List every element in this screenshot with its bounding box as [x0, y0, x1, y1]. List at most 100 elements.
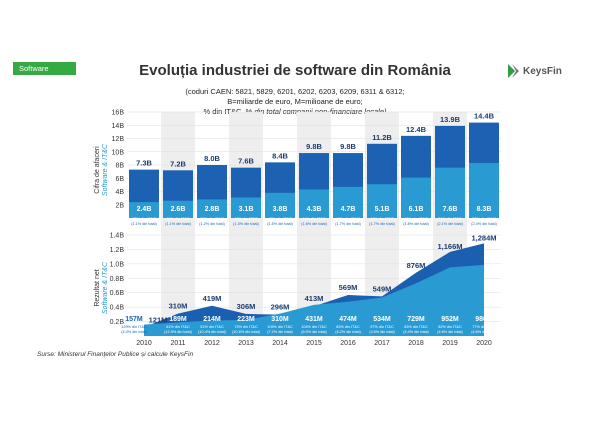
revenue-total-label: 14.4B: [474, 112, 495, 121]
revenue-software-bar: [129, 202, 159, 218]
y-tick-label-bottom: 1.2B: [110, 247, 125, 254]
revenue-pct-itc: 44% din IT&C: [302, 217, 326, 221]
y-tick-label-bottom: 0.2B: [110, 319, 125, 326]
revenue-software-bar: [435, 167, 465, 218]
net-pct-itc: 51% din IT&C: [200, 325, 224, 329]
net-software-label: 952M: [441, 316, 459, 323]
x-tick-label: 2010: [136, 340, 152, 347]
revenue-pct-total: (1.7% din total): [335, 222, 361, 226]
keysfin-logo-icon: [508, 64, 519, 78]
revenue-software-label: 6.1B: [409, 206, 424, 213]
revenue-pct-itc: 48% din IT&C: [336, 217, 360, 221]
net-software-label: 189M: [169, 316, 187, 323]
revenue-software-bar: [333, 186, 363, 218]
chart-title: Evoluția industriei de software din Româ…: [139, 62, 451, 79]
net-pct-total: (4.4% din total): [121, 330, 147, 334]
revenue-pct-total: (1.3% din total): [233, 222, 259, 226]
revenue-software-bar: [197, 199, 227, 218]
x-tick-label: 2014: [272, 340, 288, 347]
net-software-label: 474M: [339, 316, 357, 323]
net-pct-itc: 82% din IT&C: [438, 325, 462, 329]
revenue-pct-total: (2.1% din total): [437, 222, 463, 226]
revenue-pct-itc: 57% din IT&C: [472, 217, 496, 221]
net-pct-total: (10.4% din total): [198, 330, 226, 334]
revenue-software-label: 2.4B: [137, 206, 152, 213]
net-pct-total: (7.2% din total): [267, 330, 293, 334]
revenue-software-bar: [367, 184, 397, 218]
net-pct-total: (4.2% din total): [335, 330, 361, 334]
y-tick-label-top: 10B: [112, 149, 125, 156]
net-software-label: 310M: [271, 316, 289, 323]
net-pct-itc: 73% din IT&C: [234, 325, 258, 329]
revenue-total-label: 9.8B: [306, 142, 322, 151]
revenue-total-label: 7.6B: [238, 157, 254, 166]
net-total-label: 310M: [169, 302, 188, 311]
revenue-software-label: 4.7B: [341, 206, 356, 213]
column-band: [161, 112, 195, 330]
revenue-pct-total: (1.5% din total): [267, 222, 293, 226]
x-tick-label: 2018: [408, 340, 424, 347]
revenue-total-label: 12.4B: [406, 125, 427, 134]
revenue-pct-itc: 40% din IT&C: [234, 217, 258, 221]
y-tick-label-top: 6B: [115, 176, 124, 183]
net-total-label: 413M: [305, 294, 324, 303]
net-pct-total: (6.0% din total): [301, 330, 327, 334]
y-tick-label-bottom: 0.6B: [110, 290, 125, 297]
net-software-label: 214M: [203, 316, 221, 323]
net-software-label: 157M: [125, 316, 143, 323]
revenue-software-bar: [163, 200, 193, 218]
revenue-software-label: 3.8B: [273, 206, 288, 213]
subtitle-line-3a: % din IT&C, %: [203, 107, 255, 116]
y-tick-label-top: 14B: [112, 123, 125, 130]
revenue-software-bar: [231, 197, 261, 218]
net-pct-total: (10.6% din total): [232, 330, 260, 334]
net-pct-itc: 83% din IT&C: [404, 325, 428, 329]
net-total-label: 569M: [339, 283, 358, 292]
revenue-total-label: 11.2B: [372, 133, 392, 142]
net-total-label: 549M: [373, 284, 392, 293]
revenue-pct-total: (1.7% din total): [369, 222, 395, 226]
subtitle-line-1: (coduri CAEN: 5821, 5829, 6201, 6202, 62…: [185, 87, 405, 96]
net-pct-itc: 77% din IT&C: [472, 325, 496, 329]
net-pct-total: (4.6% din total): [471, 330, 497, 334]
y-tick-label-top: 8B: [115, 163, 124, 170]
net-pct-itc: 61% din IT&C: [166, 325, 190, 329]
column-band: [229, 112, 263, 330]
revenue-software-bar: [401, 177, 431, 218]
net-software-label: 223M: [237, 316, 255, 323]
x-tick-label: 2019: [442, 340, 458, 347]
revenue-pct-total: (1.8% din total): [403, 222, 429, 226]
y-tick-label-top: 16B: [112, 110, 125, 117]
subtitle-line-3b: din total companii non-financiare locale…: [254, 107, 387, 116]
category-tag: Software: [13, 62, 76, 75]
revenue-pct-itc: 45% din IT&C: [268, 217, 292, 221]
y-tick-label-bottom: 0.4B: [110, 305, 125, 312]
revenue-software-label: 2.6B: [171, 206, 186, 213]
net-software-label: 534M: [373, 316, 391, 323]
revenue-software-label: 3.1B: [239, 206, 254, 213]
revenue-software-label: 4.3B: [307, 206, 322, 213]
revenue-pct-itc: 49% din IT&C: [404, 217, 428, 221]
x-tick-label: 2015: [306, 340, 322, 347]
y-axis-label-bottom-2: Software & IT&C: [102, 261, 109, 314]
revenue-total-label: 9.8B: [340, 142, 356, 151]
x-tick-label: 2013: [238, 340, 254, 347]
net-result-software-area: [144, 264, 484, 336]
net-total-label: 306M: [237, 302, 256, 311]
y-axis-label-top-1: Cifra de afaceri: [94, 146, 101, 194]
net-pct-itc: 83% din IT&C: [336, 325, 360, 329]
net-pct-total: (3.6% din total): [369, 330, 395, 334]
revenue-software-bar: [265, 192, 295, 218]
logo-text: KeysFin: [523, 65, 562, 77]
net-pct-total: (12.9% din total): [164, 330, 192, 334]
revenue-software-label: 5.1B: [375, 206, 390, 213]
revenue-software-label: 8.3B: [477, 206, 492, 213]
revenue-pct-itc: 32% din IT&C: [132, 217, 156, 221]
revenue-total-label: 8.4B: [272, 151, 288, 160]
revenue-pct-itc: 36% din IT&C: [200, 217, 224, 221]
subtitle-line-2: B=miliarde de euro, M=milioane de euro;: [227, 97, 363, 106]
revenue-total-label: 7.2B: [170, 159, 186, 168]
y-tick-label-top: 4B: [115, 189, 124, 196]
revenue-pct-itc: 36% din IT&C: [166, 217, 190, 221]
